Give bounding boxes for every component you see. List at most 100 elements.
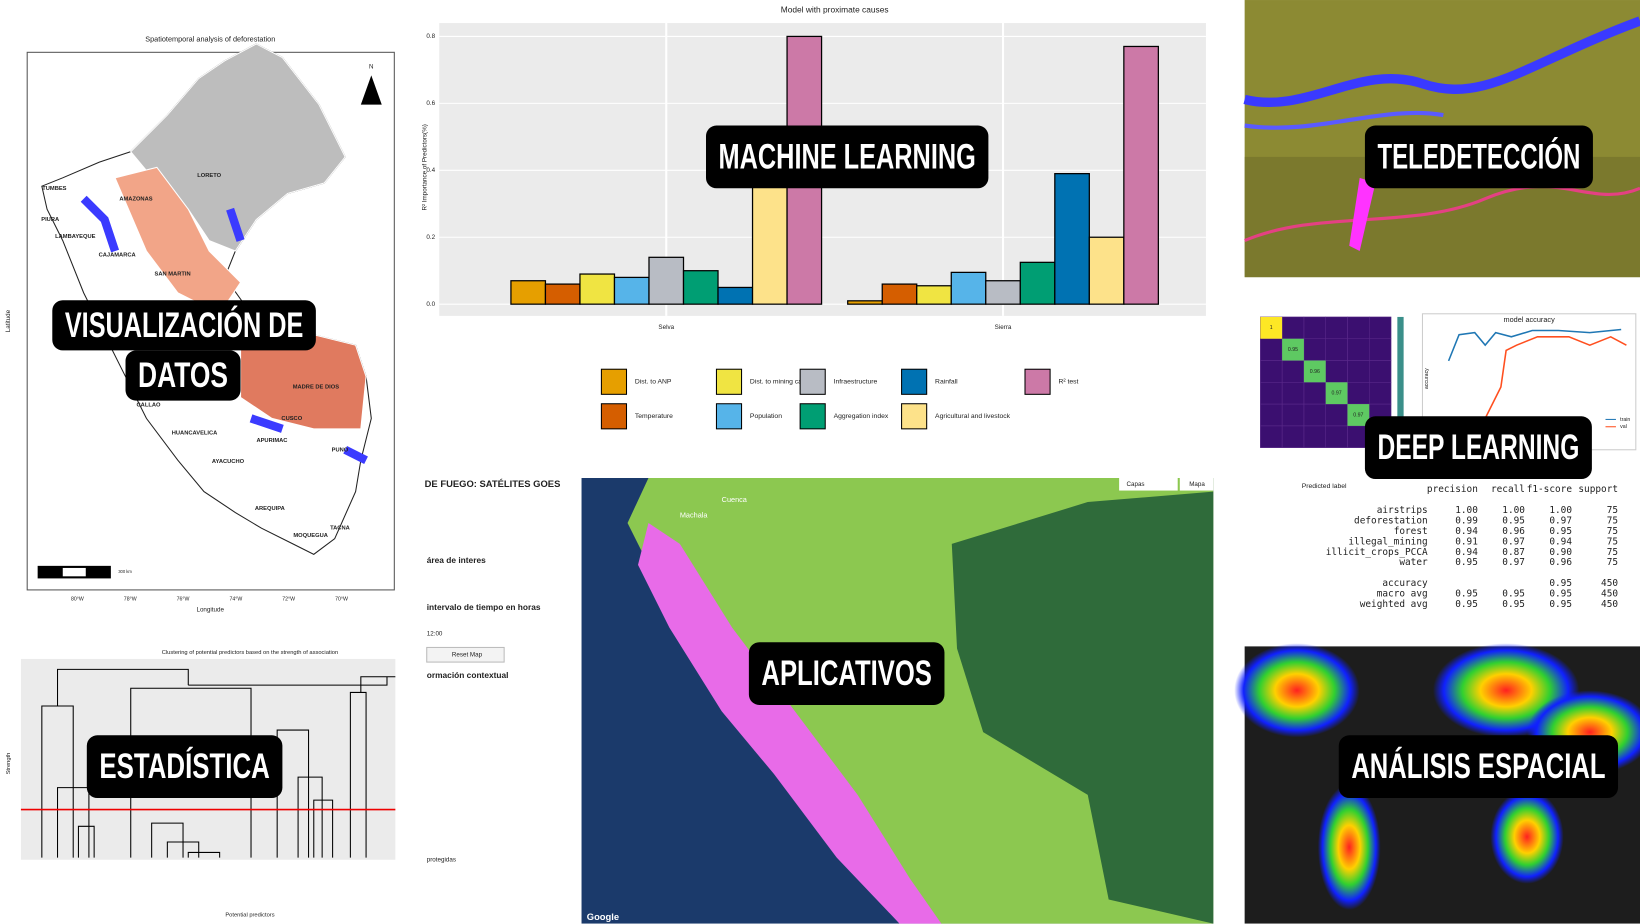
report-cell: 450 xyxy=(1601,599,1618,610)
y-tick-label: 0.8 xyxy=(426,33,435,40)
x-tick-label: 78°W xyxy=(124,597,137,603)
matrix-value: 0.97 xyxy=(1332,391,1342,397)
matrix-diagonal xyxy=(1282,338,1304,361)
matrix-axis-label: Predicted label xyxy=(1302,483,1347,490)
report-cell: 0.95 xyxy=(1455,589,1478,600)
label-text: ESTADÍSTICA xyxy=(99,746,269,786)
bar xyxy=(751,183,788,305)
map-button: Capas xyxy=(1126,481,1144,488)
x-axis-label: Potential predictors xyxy=(225,913,274,919)
region-label: AREQUIPA xyxy=(255,506,285,512)
y-tick-label: 0.6 xyxy=(426,100,435,107)
report-cell: 0.95 xyxy=(1549,526,1572,537)
app-text: Reset Map xyxy=(452,651,483,658)
bar xyxy=(847,300,883,305)
report-cell: 1.00 xyxy=(1455,505,1478,516)
label-text: VISUALIZACIÓN DE xyxy=(65,305,303,345)
y-axis-label: Latitude xyxy=(5,309,12,332)
report-cell: 0.95 xyxy=(1502,515,1525,526)
report-cell: illegal_mining xyxy=(1348,536,1427,547)
scale-label: 300 km xyxy=(118,569,132,574)
label-box xyxy=(1338,735,1619,799)
report-header: f1-score xyxy=(1527,484,1573,495)
chart-title: model accuracy xyxy=(1504,315,1556,324)
region-label: AMAZONAS xyxy=(119,196,152,202)
legend-label: Temperature xyxy=(635,413,673,420)
legend-label: R² test xyxy=(1058,379,1078,386)
x-tick-label: 72°W xyxy=(282,597,295,603)
report-cell: 0.96 xyxy=(1549,557,1572,568)
bar xyxy=(717,286,754,305)
report-cell: 0.87 xyxy=(1502,547,1525,558)
bar xyxy=(1123,45,1159,305)
region-label: CAJAMARCA xyxy=(99,253,136,259)
legend-swatch xyxy=(1024,368,1051,395)
report-cell: 75 xyxy=(1607,505,1618,516)
bar xyxy=(881,283,918,305)
matrix-diagonal xyxy=(1303,360,1326,383)
region-label: PIURA xyxy=(41,217,59,223)
map-button: Mapa xyxy=(1189,481,1205,488)
label-box xyxy=(52,300,316,351)
report-cell: 0.90 xyxy=(1549,547,1572,558)
app-text: área de interes xyxy=(427,555,486,565)
legend-label: Agricultural and livestock xyxy=(935,413,1011,420)
label-box xyxy=(705,125,989,189)
report-cell: 450 xyxy=(1601,578,1618,589)
bar xyxy=(1088,236,1125,305)
report-cell: 0.94 xyxy=(1549,536,1572,547)
report-header: precision xyxy=(1427,484,1478,495)
x-tick-label: 76°W xyxy=(177,597,190,603)
region-label: CALLAO xyxy=(137,402,161,408)
report-cell: 0.97 xyxy=(1549,515,1572,526)
bar xyxy=(985,280,1021,305)
legend-label: Rainfall xyxy=(935,379,958,386)
bar xyxy=(613,276,650,305)
region-label: PUNO xyxy=(332,447,349,453)
x-tick-label: 70°W xyxy=(335,597,348,603)
report-cell: 0.95 xyxy=(1455,599,1478,610)
chart-title: Model with proximate causes xyxy=(781,5,889,15)
google-logo: Google xyxy=(587,911,619,922)
report-cell: macro avg xyxy=(1377,589,1428,600)
report-cell: 0.95 xyxy=(1502,599,1525,610)
legend-swatch xyxy=(600,368,628,395)
matrix-diagonal xyxy=(1325,382,1348,405)
bar xyxy=(682,270,719,305)
report-cell: accuracy xyxy=(1382,578,1428,589)
report-cell: 0.94 xyxy=(1455,547,1478,558)
report-header: recall xyxy=(1491,484,1525,495)
region-label: TUMBES xyxy=(42,186,66,192)
label-text: MACHINE LEARNING xyxy=(719,136,976,176)
matrix-value: 1 xyxy=(1270,325,1273,331)
legend-swatch xyxy=(901,403,928,430)
bar xyxy=(950,271,987,305)
report-cell: water xyxy=(1399,557,1428,568)
legend-swatch xyxy=(799,368,826,395)
app-text: ormación contextual xyxy=(427,670,509,680)
legend-label: val xyxy=(1620,424,1627,430)
report-cell: 1.00 xyxy=(1502,505,1525,516)
dendrogram-title: Clustering of potential predictors based… xyxy=(162,650,338,656)
legend-label: Infraestructure xyxy=(834,379,878,386)
report-cell: 450 xyxy=(1601,589,1618,600)
x-tick-label: 74°W xyxy=(229,597,242,603)
bar xyxy=(579,273,616,305)
legend-label: Aggregation index xyxy=(834,413,889,420)
report-cell: 0.95 xyxy=(1502,589,1525,600)
report-cell: 0.96 xyxy=(1502,526,1525,537)
matrix-diagonal xyxy=(1347,404,1370,426)
region-label: MOQUEGUA xyxy=(293,533,328,539)
legend-label: train xyxy=(1620,417,1630,423)
region-label: CUSCO xyxy=(281,416,302,422)
region-label: HUANCAVELICA xyxy=(172,431,218,437)
app-text: intervalo de tiempo en horas xyxy=(427,602,541,612)
report-cell: 0.95 xyxy=(1455,557,1478,568)
report-cell: illicit_crops_PCCA xyxy=(1326,547,1428,558)
place-label: Cuenca xyxy=(722,495,748,504)
report-cell: forest xyxy=(1394,526,1428,537)
report-cell: 75 xyxy=(1607,515,1618,526)
bar xyxy=(1019,261,1056,305)
bar xyxy=(916,285,952,305)
